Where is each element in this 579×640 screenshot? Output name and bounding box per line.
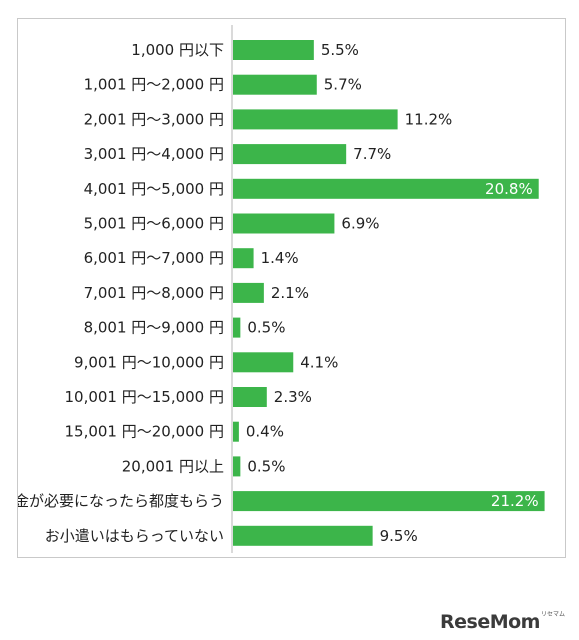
- category-label: お金が必要になったら都度もらう: [18, 492, 224, 510]
- value-label: 2.1%: [271, 284, 309, 302]
- value-label: 20.8%: [485, 180, 533, 198]
- category-label: 5,001 円〜6,000 円: [84, 215, 224, 233]
- bar: [233, 421, 239, 442]
- bar: [233, 74, 317, 95]
- bar: [233, 109, 398, 130]
- bar: [233, 282, 264, 303]
- logo-subtext: リセマム: [540, 611, 565, 618]
- value-label: 0.5%: [247, 319, 285, 337]
- bar: [233, 352, 294, 373]
- value-label: 9.5%: [380, 527, 418, 545]
- value-label: 4.1%: [300, 353, 338, 371]
- category-label: 20,001 円以上: [122, 457, 224, 475]
- value-label: 1.4%: [261, 249, 299, 267]
- bar: [233, 491, 545, 512]
- category-label: 15,001 円〜20,000 円: [64, 423, 224, 441]
- value-label: 7.7%: [353, 145, 391, 163]
- value-label: 0.4%: [246, 423, 284, 441]
- category-label: 10,001 円〜15,000 円: [64, 388, 224, 406]
- bar: [233, 213, 335, 234]
- resemom-logo: ReseMom リセマム: [440, 611, 565, 633]
- value-label: 5.7%: [324, 76, 362, 94]
- bar: [233, 525, 373, 546]
- value-label: 0.5%: [247, 457, 285, 475]
- value-label: 21.2%: [491, 492, 539, 510]
- category-label: 2,001 円〜3,000 円: [84, 110, 224, 128]
- category-label: 1,001 円〜2,000 円: [84, 76, 224, 94]
- value-label: 11.2%: [405, 110, 453, 128]
- bar: [233, 317, 241, 338]
- logo-text: ReseMom: [440, 611, 540, 633]
- value-label: 6.9%: [341, 215, 379, 233]
- category-label: 1,000 円以下: [131, 41, 224, 59]
- category-label: 7,001 円〜8,000 円: [84, 284, 224, 302]
- value-label: 5.5%: [321, 41, 359, 59]
- bar: [233, 40, 314, 60]
- bar: [233, 456, 241, 477]
- category-label: 6,001 円〜7,000 円: [84, 249, 224, 267]
- chart-frame: 1,000 円以下 5.5% 1,001 円〜2,000 円 5.7% 2,001 円〜…: [17, 18, 566, 558]
- category-label: お小遣いはもらっていない: [45, 527, 224, 545]
- category-label: 3,001 円〜4,000 円: [84, 145, 224, 163]
- bar-chart: 1,000 円以下 5.5% 1,001 円〜2,000 円 5.7% 2,001 円〜…: [18, 25, 545, 553]
- bar: [233, 387, 267, 407]
- category-label: 4,001 円〜5,000 円: [84, 180, 224, 198]
- category-label: 8,001 円〜9,000 円: [84, 319, 224, 337]
- bar: [233, 178, 539, 199]
- value-label: 2.3%: [274, 388, 312, 406]
- category-label: 9,001 円〜10,000 円: [74, 353, 224, 371]
- bar: [233, 248, 254, 269]
- bar: [233, 144, 347, 165]
